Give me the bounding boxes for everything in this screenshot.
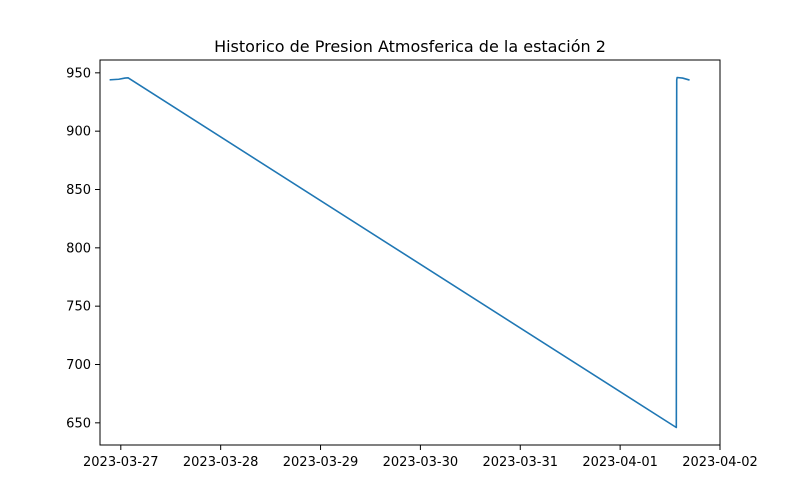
series-line-0 (109, 76, 690, 429)
plot-frame (99, 59, 721, 446)
y-tick-label: 650 (66, 416, 91, 431)
chart-title: Historico de Presion Atmosferica de la e… (214, 37, 606, 56)
y-tick-label: 800 (66, 241, 91, 256)
x-tick-label: 2023-03-27 (83, 455, 159, 470)
x-tick-label: 2023-04-01 (582, 455, 658, 470)
x-tick-label: 2023-03-28 (183, 455, 259, 470)
y-tick-label: 700 (66, 358, 91, 373)
x-axis: 2023-03-27 2023-03-28 2023-03-29 2023-03-30… (83, 445, 758, 470)
y-axis: 650 700 750 800 850 900 950 (66, 66, 100, 431)
y-tick-label: 750 (66, 300, 91, 315)
x-tick-label: 2023-03-30 (383, 455, 459, 470)
series-layer (109, 76, 690, 429)
y-tick-label: 900 (66, 125, 91, 140)
x-tick-label: 2023-03-31 (482, 455, 558, 470)
y-tick-label: 950 (66, 66, 91, 81)
x-tick-label: 2023-03-29 (283, 455, 359, 470)
x-tick-label: 2023-04-02 (682, 455, 758, 470)
y-tick-label: 850 (66, 183, 91, 198)
